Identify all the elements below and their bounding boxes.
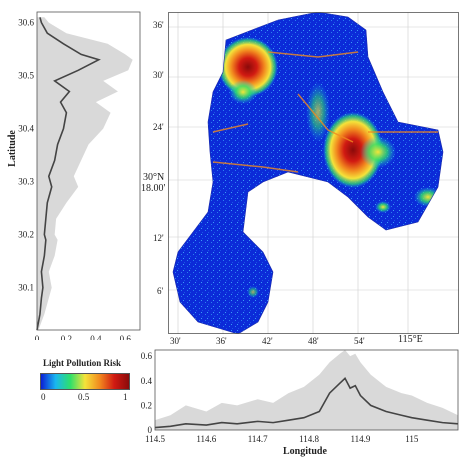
- longitude-tick-label: 114.5: [145, 434, 165, 444]
- map-lat-label-minutes: 18.00': [141, 183, 166, 194]
- legend-tick: 0: [41, 392, 46, 402]
- latitude-mean-line: [36, 17, 101, 331]
- latitude-tick-label: 30.5: [18, 71, 34, 81]
- longitude-mean-line: [154, 376, 459, 429]
- latitude-risk-band: [37, 17, 133, 331]
- latitude-profile-x-tick: 0.6: [120, 334, 132, 340]
- longitude-tick-label: 114.6: [196, 434, 216, 444]
- longitude-tick-label: 114.7: [248, 434, 268, 444]
- map-lon-tick: 36': [216, 336, 227, 346]
- latitude-profile-x-tick: 0.4: [90, 334, 102, 340]
- legend-tick: 1: [123, 392, 128, 402]
- latitude-plot-frame: [36, 11, 141, 331]
- longitude-plot-frame: [154, 349, 459, 431]
- latitude-profile-chart: 30.6 30.5 30.4 30.3 30.2 30.1 0 0.2 0.4 0.6: [18, 11, 141, 340]
- latitude-tick-label: 30.1: [18, 283, 34, 293]
- latitude-profile-x-tick: 0: [35, 334, 40, 340]
- map-lon-tick: 115°E: [398, 334, 423, 345]
- map-lat-tick: 6': [157, 286, 164, 296]
- latitude-tick-label: 30.3: [18, 177, 34, 187]
- longitude-tick-label: 115: [405, 434, 419, 444]
- longitude-axis-label: Longitude: [283, 446, 327, 457]
- map-lon-tick: 30': [170, 336, 181, 346]
- latitude-axis-label: Latitude: [6, 130, 18, 167]
- longitude-profile-y-tick: 0.6: [141, 351, 153, 361]
- map-lon-tick: 48': [308, 336, 319, 346]
- longitude-tick-label: 114.9: [350, 434, 370, 444]
- map-lat-label-degrees: 30°N: [143, 172, 165, 183]
- longitude-tick-label: 114.8: [299, 434, 319, 444]
- light-pollution-map: [168, 12, 459, 334]
- longitude-profile-chart: 0.6 0.4 0.2 0 114.5 114.6 114.7 114.8 114.9 115: [141, 349, 459, 444]
- latitude-tick-label: 30.2: [18, 230, 34, 240]
- map-lat-tick: 24': [153, 122, 164, 132]
- legend-tick: 0.5: [78, 392, 90, 402]
- latitude-profile-x-tick: 0.2: [61, 334, 72, 340]
- map-lat-tick: 36': [153, 20, 164, 30]
- legend-title: Light Pollution Risk: [43, 358, 122, 368]
- longitude-profile-y-tick: 0.4: [141, 376, 153, 386]
- map-lon-tick: 42': [262, 336, 273, 346]
- longitude-profile-y-tick: 0.2: [141, 400, 152, 410]
- map-lon-tick: 54': [354, 336, 365, 346]
- latitude-tick-label: 30.4: [18, 124, 34, 134]
- map-region: [173, 12, 443, 334]
- longitude-profile-y-tick: 0: [148, 425, 153, 435]
- map-lat-tick: 30': [153, 70, 164, 80]
- map-lat-tick: 12': [153, 233, 164, 243]
- legend-colorbar: [40, 373, 130, 390]
- latitude-tick-label: 30.6: [18, 18, 34, 28]
